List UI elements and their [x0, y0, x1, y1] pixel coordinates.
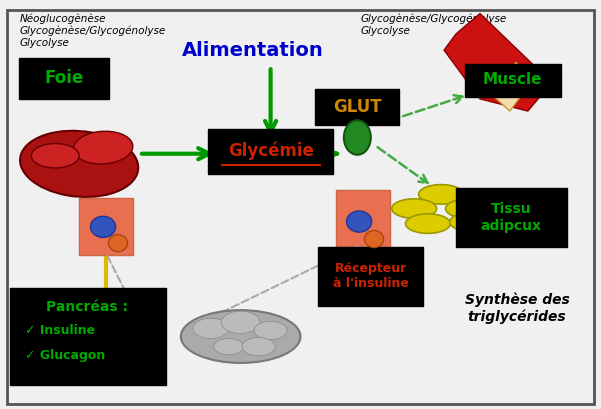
Polygon shape — [492, 62, 534, 111]
Ellipse shape — [73, 131, 133, 164]
Ellipse shape — [450, 212, 495, 232]
Ellipse shape — [193, 318, 229, 339]
Ellipse shape — [392, 199, 436, 218]
Text: Foie: Foie — [44, 69, 84, 87]
FancyBboxPatch shape — [10, 288, 166, 385]
FancyBboxPatch shape — [208, 129, 334, 174]
Text: Néoglucogènèse
Glycogènèse/Glycogénolyse
Glycolyse: Néoglucogènèse Glycogènèse/Glycogénolyse… — [19, 13, 166, 48]
Ellipse shape — [365, 231, 383, 247]
FancyBboxPatch shape — [465, 64, 561, 97]
Ellipse shape — [347, 211, 371, 232]
Text: Glycémie: Glycémie — [228, 141, 314, 160]
Text: Alimentation: Alimentation — [182, 40, 323, 60]
Ellipse shape — [181, 310, 300, 363]
FancyBboxPatch shape — [19, 58, 109, 99]
FancyBboxPatch shape — [316, 89, 399, 125]
Ellipse shape — [108, 234, 127, 252]
Ellipse shape — [254, 321, 287, 339]
Text: Pancréas :: Pancréas : — [46, 300, 128, 314]
Text: Récepteur
à l'insuline: Récepteur à l'insuline — [333, 263, 409, 290]
Polygon shape — [444, 13, 552, 111]
Text: Muscle: Muscle — [483, 72, 543, 87]
FancyBboxPatch shape — [319, 247, 423, 306]
FancyBboxPatch shape — [337, 190, 390, 247]
Ellipse shape — [344, 120, 371, 155]
Ellipse shape — [445, 199, 490, 218]
Ellipse shape — [214, 339, 243, 355]
Ellipse shape — [31, 144, 79, 168]
Ellipse shape — [242, 337, 275, 356]
Text: Glycogènèse/Glycogénolyse
Glycolyse: Glycogènèse/Glycogénolyse Glycolyse — [361, 13, 507, 36]
Text: ✓ Insuline: ✓ Insuline — [25, 324, 96, 337]
Text: Tissu
adipcux: Tissu adipcux — [481, 202, 542, 233]
FancyBboxPatch shape — [79, 198, 133, 255]
Ellipse shape — [221, 311, 260, 333]
Text: Synthèse des
triglycérides: Synthèse des triglycérides — [465, 292, 569, 324]
Ellipse shape — [406, 214, 450, 234]
Text: ✓ Glucagon: ✓ Glucagon — [25, 349, 106, 362]
Text: GLUT: GLUT — [333, 98, 382, 116]
FancyBboxPatch shape — [456, 188, 567, 247]
Ellipse shape — [91, 216, 115, 237]
Ellipse shape — [20, 131, 138, 197]
Ellipse shape — [419, 184, 463, 204]
